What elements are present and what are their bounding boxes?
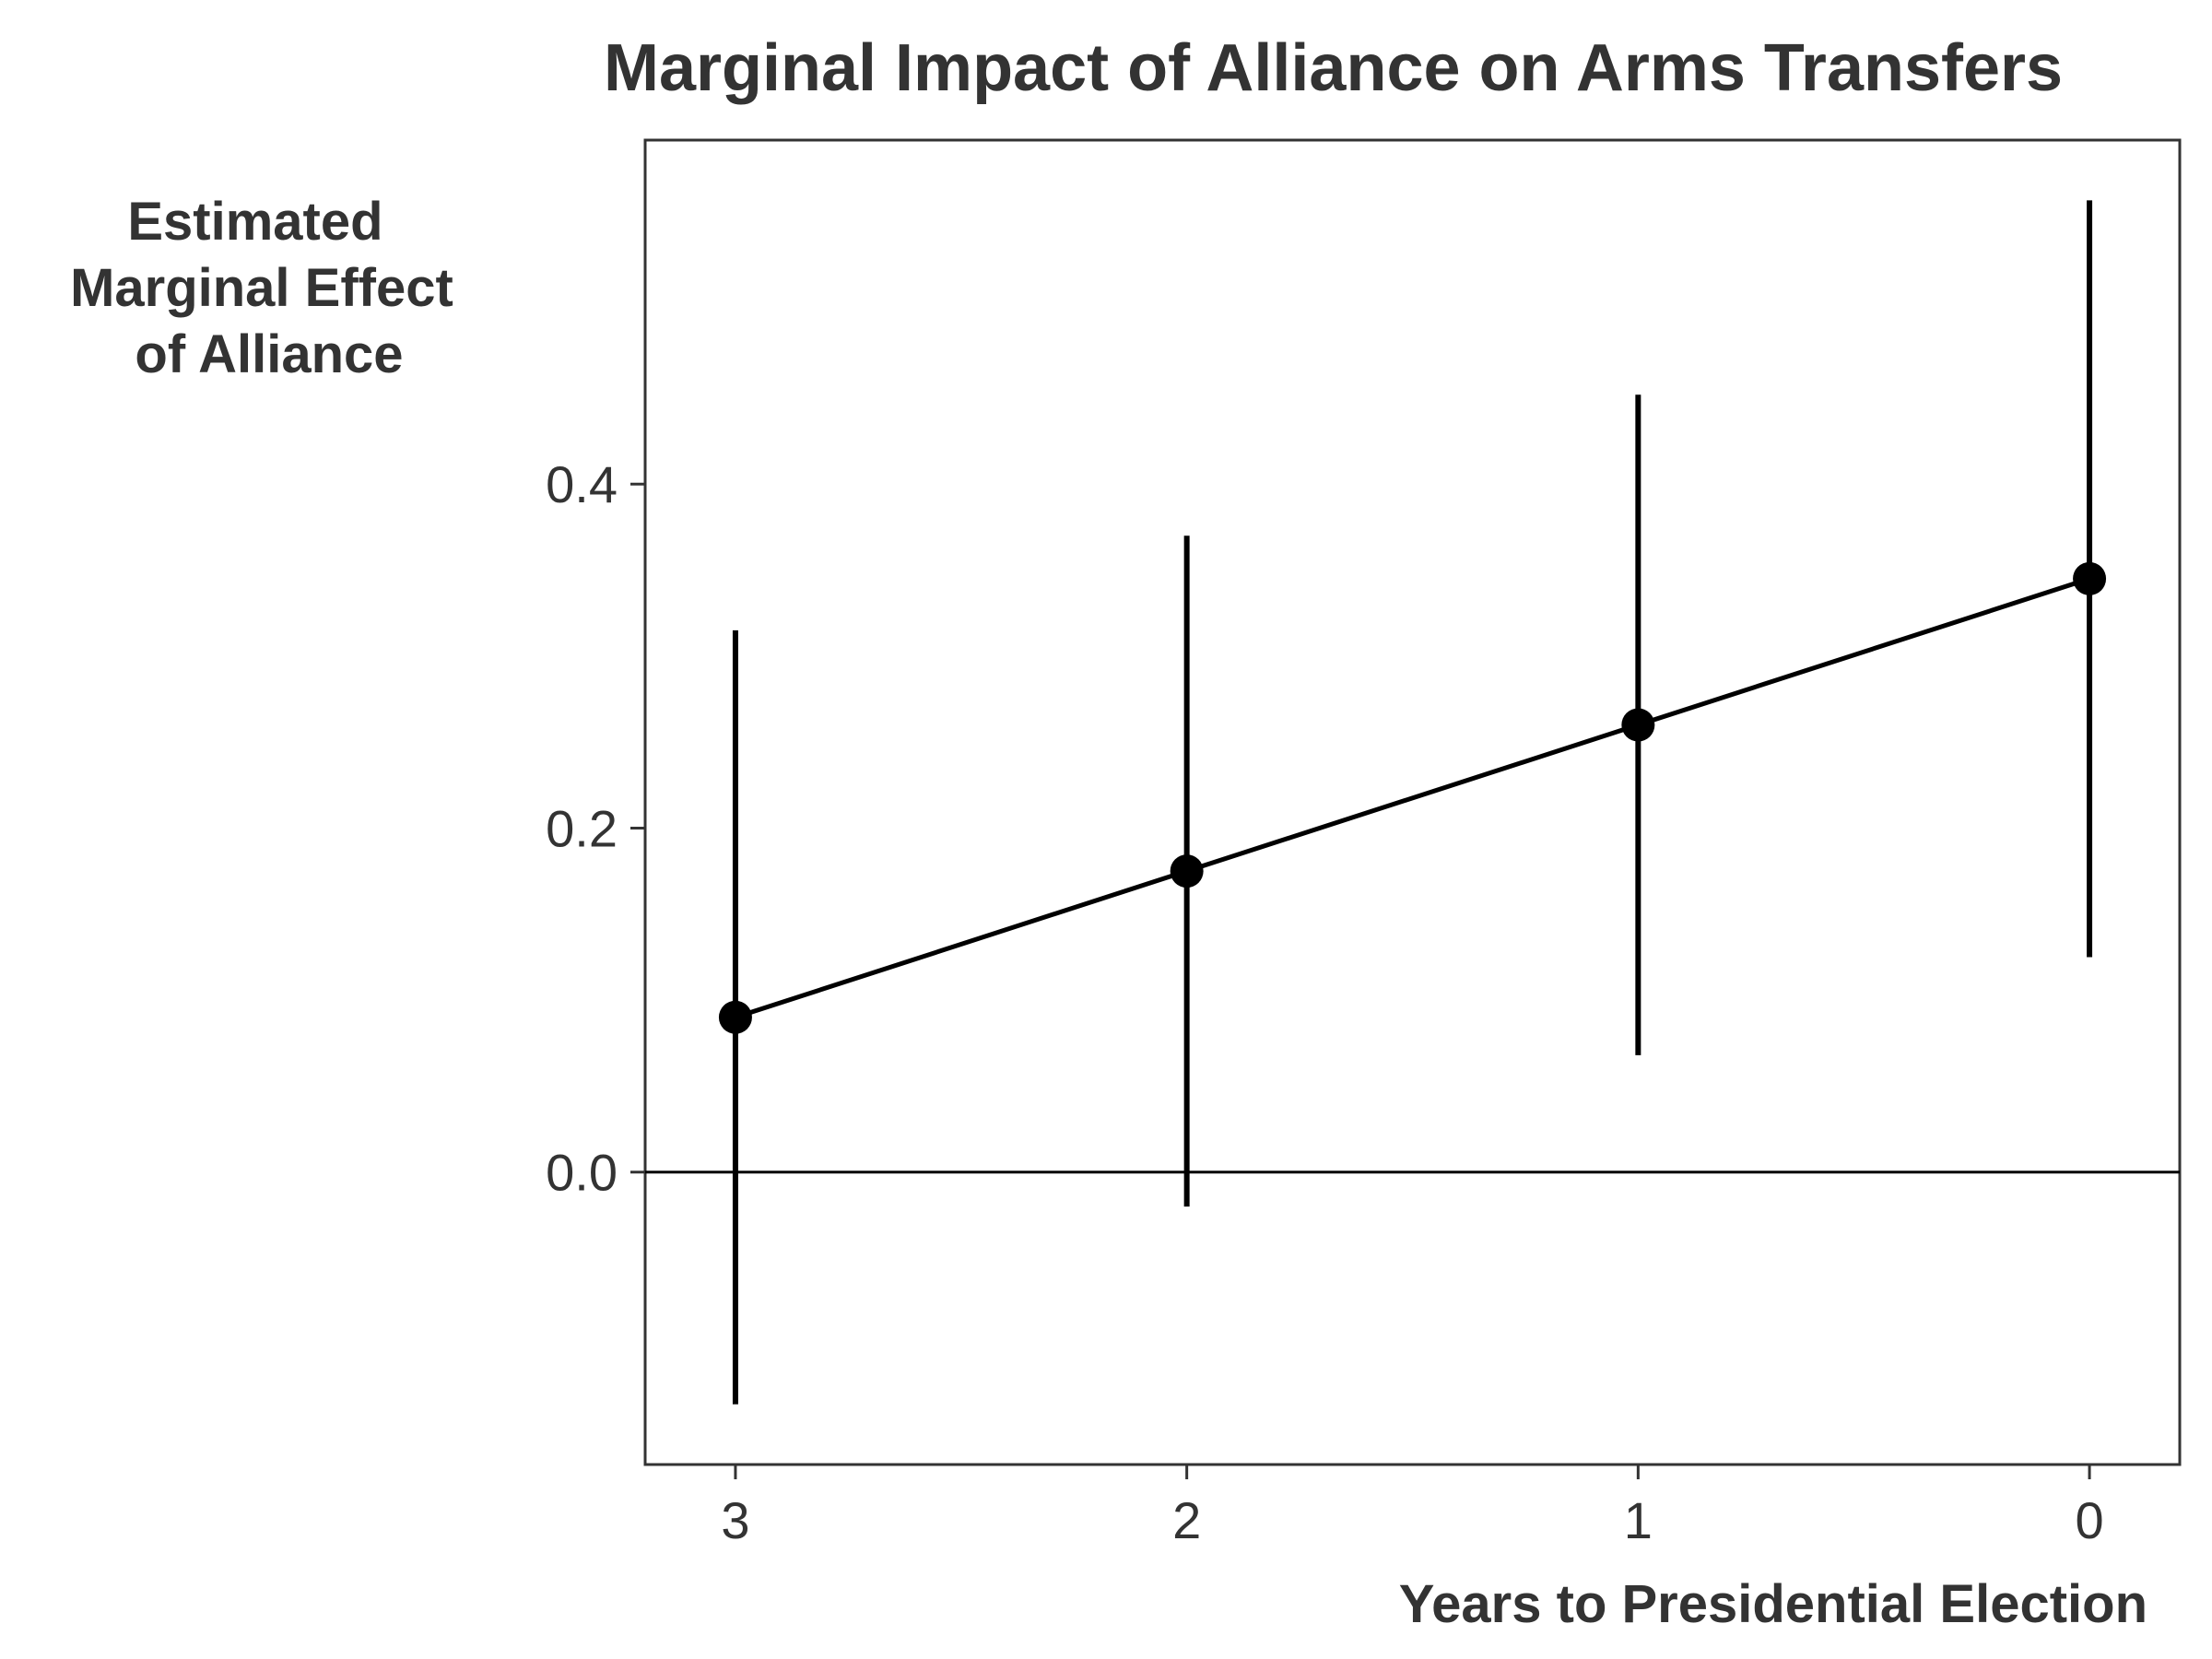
- y-tick-label: 0.4: [546, 455, 618, 513]
- x-axis: 3 2 1 0: [721, 1465, 2104, 1549]
- x-tick-label: 0: [2075, 1491, 2103, 1549]
- chart-title: Marginal Impact of Alliance on Arms Tran…: [604, 31, 2063, 105]
- y-tick-label: 0.0: [546, 1144, 618, 1202]
- plot-marks: [645, 200, 2180, 1405]
- x-tick-label: 1: [1624, 1491, 1653, 1549]
- y-axis-title-line-1: Estimated: [127, 192, 382, 252]
- y-axis-title-line-3: of Alliance: [135, 324, 403, 384]
- x-tick-label: 3: [721, 1491, 749, 1549]
- y-axis: 0.0 0.2 0.4: [546, 455, 645, 1202]
- data-point: [2073, 561, 2107, 595]
- data-point: [718, 1000, 752, 1034]
- x-tick-label: 2: [1172, 1491, 1201, 1549]
- y-tick-label: 0.2: [546, 799, 618, 857]
- x-axis-title: Years to Presidential Election: [1399, 1574, 2147, 1634]
- data-point: [1621, 708, 1655, 742]
- plot-panel-border: [643, 138, 2182, 1466]
- series-line: [735, 576, 2090, 1020]
- y-axis-title: Estimated Marginal Effect of Alliance: [70, 192, 468, 384]
- data-point: [1170, 854, 1204, 888]
- y-axis-title-line-2: Marginal Effect: [70, 258, 453, 318]
